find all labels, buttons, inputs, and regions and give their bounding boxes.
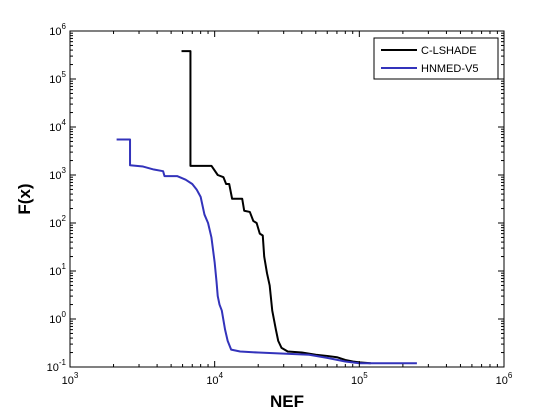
y-axis-title: F(x) (15, 183, 34, 214)
y-tick-label: 105 (49, 70, 66, 86)
y-tick-label: 106 (49, 22, 66, 38)
x-tick-label: 104 (206, 371, 223, 387)
tick-labels: 103 104 105 106 10-1 100 101 102 103 104 105 106 (47, 22, 513, 387)
y-tick-label: 100 (49, 310, 66, 326)
legend: C-LSHADE HNMED-V5 (373, 37, 499, 80)
x-tick-label: 105 (351, 371, 368, 387)
legend-label-hnmed-v5: HNMED-V5 (421, 63, 478, 75)
x-tick-label: 103 (62, 371, 79, 387)
series-lines (116, 50, 417, 365)
legend-box (373, 37, 499, 80)
plot-frame (69, 30, 505, 368)
series-line-hnmed-v5 (116, 138, 417, 365)
y-tick-label: 104 (49, 118, 66, 134)
axis-ticks (69, 30, 505, 368)
y-tick-label: 103 (49, 166, 66, 182)
y-tick-label: 101 (49, 262, 66, 278)
x-axis-title: NEF (270, 392, 304, 411)
x-tick-label: 106 (496, 371, 513, 387)
y-tick-label: 102 (49, 214, 66, 230)
series-line-c-lshade (181, 50, 371, 365)
legend-label-c-lshade: C-LSHADE (421, 45, 477, 57)
y-tick-label: 10-1 (47, 358, 67, 374)
